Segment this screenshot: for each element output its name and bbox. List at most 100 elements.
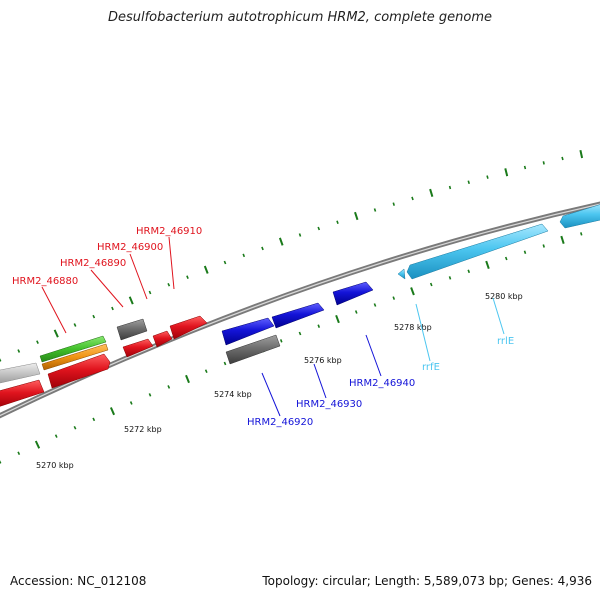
major-tick — [560, 235, 565, 245]
minor-tick — [148, 393, 152, 397]
major-tick — [185, 374, 190, 384]
minor-tick — [279, 339, 283, 343]
accession-text: Accession: NC_012108 — [10, 574, 147, 588]
gene-arrow-rrfe[interactable] — [397, 268, 406, 280]
minor-tick — [448, 276, 452, 280]
minor-tick — [73, 425, 77, 430]
minor-tick — [467, 269, 471, 274]
gene-arrow-hrm2-46890[interactable] — [116, 318, 148, 341]
feature-orange[interactable] — [41, 343, 109, 371]
major-tick — [504, 168, 509, 177]
tick-labels: 5270 kbp 5272 kbp 5274 kbp 5276 kbp 5278… — [36, 292, 523, 470]
minor-tick — [129, 401, 133, 405]
label-rrle: rrlE — [497, 336, 514, 347]
tick-label-5270: 5270 kbp — [36, 461, 74, 470]
gene-arrow-hrm2-46880[interactable] — [47, 353, 111, 389]
gene-arrow-hrm2-46910[interactable] — [152, 315, 208, 348]
major-tick — [335, 314, 340, 324]
minor-tick — [448, 185, 452, 190]
minor-tick — [429, 282, 433, 287]
major-tick — [354, 211, 359, 221]
major-tick — [410, 287, 415, 296]
minor-tick — [186, 275, 189, 279]
minor-tick — [336, 220, 339, 224]
gene-arrow-hrm2-46930[interactable] — [271, 302, 325, 329]
tick-label-5280: 5280 kbp — [485, 292, 523, 301]
minor-tick — [392, 202, 395, 206]
minor-tick — [17, 349, 21, 353]
minor-tick — [486, 175, 489, 179]
major-tick — [278, 237, 284, 246]
gene-arrow-hrm2-46900[interactable] — [122, 338, 154, 358]
major-tick — [485, 260, 490, 270]
tick-row-outer — [0, 149, 584, 362]
minor-tick — [411, 196, 414, 201]
minor-tick — [0, 460, 2, 464]
major-tick — [34, 440, 41, 449]
feature-green[interactable] — [39, 335, 107, 363]
gene-labels: HRM2_46880 HRM2_46890 HRM2_46900 HRM2_46… — [12, 226, 514, 428]
minor-tick — [92, 314, 96, 319]
label-hrm2-46930: HRM2_46930 — [296, 399, 362, 410]
gene-arrow-rrle-right[interactable] — [559, 203, 600, 229]
gene-arrow-hrm2-46920[interactable] — [221, 317, 281, 365]
minor-tick — [298, 233, 302, 237]
label-hrm2-46910: HRM2_46910 — [136, 226, 202, 237]
minor-tick — [373, 303, 377, 307]
major-tick — [579, 149, 584, 159]
minor-tick — [261, 246, 264, 251]
minor-tick — [523, 250, 527, 254]
minor-tick — [54, 434, 58, 438]
minor-tick — [223, 361, 227, 366]
tick-label-5274: 5274 kbp — [214, 390, 252, 399]
minor-tick — [17, 451, 21, 456]
label-hrm2-46920: HRM2_46920 — [247, 417, 313, 428]
minor-tick — [167, 282, 171, 287]
minor-tick — [467, 180, 470, 185]
gene-arrow-hrm2-46940[interactable] — [332, 281, 374, 306]
minor-tick — [36, 340, 39, 344]
genome-summary-text: Topology: circular; Length: 5,589,073 bp… — [262, 574, 592, 588]
minor-tick — [523, 165, 527, 170]
minor-tick — [561, 156, 564, 161]
label-leaders — [41, 236, 505, 417]
tick-label-5272: 5272 kbp — [124, 425, 162, 434]
label-hrm2-46940: HRM2_46940 — [349, 378, 415, 389]
tick-label-5278: 5278 kbp — [394, 323, 432, 332]
minor-tick — [542, 161, 545, 165]
minor-tick — [111, 306, 114, 311]
minor-tick — [73, 323, 77, 327]
major-tick — [53, 329, 59, 338]
label-hrm2-46890: HRM2_46890 — [60, 258, 126, 269]
label-hrm2-46880: HRM2_46880 — [12, 276, 78, 287]
minor-tick — [392, 296, 396, 300]
label-hrm2-46900: HRM2_46900 — [97, 242, 163, 253]
minor-tick — [0, 358, 2, 362]
tick-label-5276: 5276 kbp — [304, 356, 342, 365]
minor-tick — [167, 385, 171, 389]
minor-tick — [542, 244, 545, 248]
major-tick — [109, 407, 116, 416]
feature-lightgray-left[interactable] — [0, 362, 41, 384]
minor-tick — [242, 253, 246, 258]
major-tick — [203, 265, 209, 274]
map-title: Desulfobacterium autotrophicum HRM2, com… — [107, 10, 493, 25]
label-rrfe: rrfE — [422, 362, 440, 373]
minor-tick — [317, 324, 321, 328]
minor-tick — [354, 310, 358, 314]
minor-tick — [148, 290, 152, 295]
minor-tick — [298, 331, 302, 336]
minor-tick — [317, 226, 321, 231]
major-tick — [429, 188, 434, 197]
minor-tick — [92, 417, 96, 422]
minor-tick — [223, 260, 227, 265]
gene-arrow-rrle[interactable] — [406, 223, 549, 280]
minor-tick — [580, 232, 583, 236]
minor-tick — [504, 256, 508, 261]
major-tick — [128, 296, 134, 305]
feature-red-left[interactable] — [0, 379, 45, 408]
gene-features — [0, 203, 600, 408]
minor-tick — [373, 208, 377, 212]
minor-tick — [204, 369, 208, 374]
